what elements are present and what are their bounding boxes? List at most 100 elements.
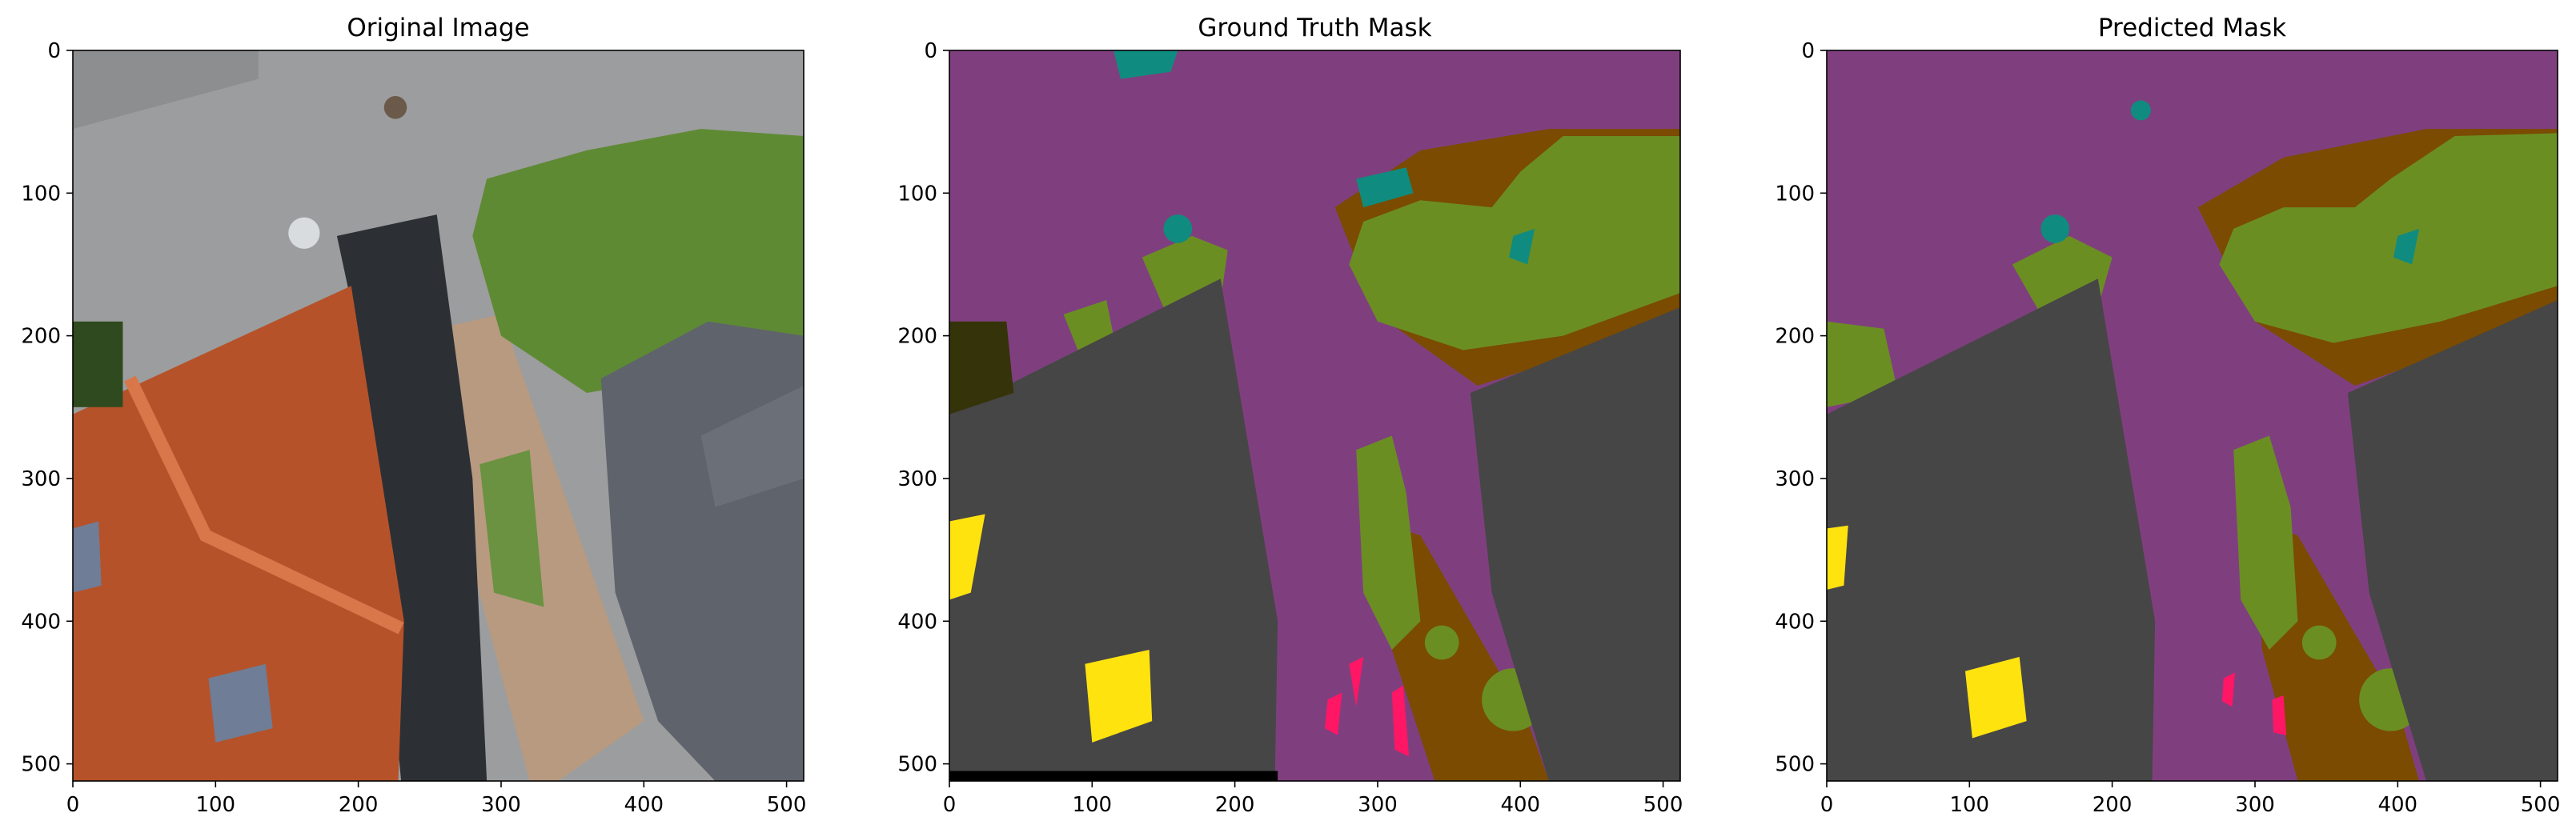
x-tick-label: 100 [1949,793,1989,817]
class-roof-left [949,278,1278,781]
x-tick-label: 200 [1215,793,1255,817]
manhole [383,96,407,119]
y-tick-label: 300 [21,467,61,491]
y-tick: 0 [1801,39,1827,63]
class-dark-olive [949,321,1014,414]
y-tick: 200 [1775,325,1827,349]
y-tick-label: 100 [1775,182,1815,206]
y-tick: 200 [897,325,949,349]
x-tick: 200 [2092,781,2132,817]
y-tick: 500 [21,753,73,777]
y-axis: 0 100 200 300 400 500 [1775,39,1827,777]
x-tick-label: 100 [1072,793,1112,817]
class-vegetation-small [1063,300,1114,350]
x-tick-label: 400 [624,793,664,817]
class-pink [2221,672,2235,707]
axes-frame [72,50,804,782]
garden-shrubs-2 [479,450,544,607]
class-teal [1113,50,1178,79]
y-tick-label: 300 [1775,467,1815,491]
x-tick-label: 500 [2521,793,2561,817]
y-tick-label: 500 [1775,753,1815,777]
y-tick-label: 400 [1775,610,1815,634]
x-tick-label: 500 [767,793,807,817]
class-roof-left [1827,278,2156,781]
y-tick-label: 0 [47,39,61,63]
x-tick: 0 [66,781,80,817]
class-teal [2393,228,2420,265]
x-tick-label: 300 [481,793,521,817]
panel-title: Predicted Mask [2098,14,2286,42]
class-pink [1324,692,1342,735]
x-tick-label: 200 [339,793,379,817]
x-axis: 0 100 200 300 400 500 [66,781,807,817]
x-tick-label: 0 [1820,793,1834,817]
y-tick-label: 400 [897,610,937,634]
class-yellow [1827,525,1848,591]
image-ground-truth-mask [949,50,1680,781]
x-tick-label: 0 [66,793,80,817]
y-tick: 500 [1775,753,1827,777]
class-yellow [1964,656,2027,739]
axes-frame [949,50,1681,782]
x-tick: 200 [339,781,379,817]
x-tick: 300 [1358,781,1398,817]
y-tick-label: 300 [897,467,937,491]
x-tick-label: 0 [943,793,957,817]
x-tick: 400 [624,781,664,817]
y-tick: 100 [897,182,949,206]
x-tick: 400 [1500,781,1540,817]
axes-frame [1826,50,2558,782]
orange-roof [73,286,404,781]
y-tick: 300 [897,467,949,491]
y-tick-label: 400 [21,610,61,634]
panel-original-image: Original Image 0 10 [21,14,806,817]
x-tick: 400 [2377,781,2418,817]
house-shadow [336,214,488,781]
class-teal-dot [1163,214,1193,243]
x-axis: 0 100 200 300 400 500 [943,781,1683,817]
class-teal [1509,228,1535,265]
class-vegetation-garden [2219,133,2558,343]
x-tick: 200 [1215,781,1255,817]
x-tick: 0 [1820,781,1834,817]
x-tick-label: 300 [2235,793,2275,817]
y-tick-label: 200 [21,325,61,349]
y-tick: 0 [924,39,949,63]
class-teal-dot [2040,214,2070,243]
panel-predicted-mask: Predicted Mask [1775,14,2560,817]
x-tick-label: 400 [1500,793,1540,817]
class-roof-right [2347,300,2558,781]
y-axis: 0 100 200 300 400 500 [21,39,73,777]
x-tick-label: 500 [1643,793,1683,817]
x-tick: 300 [2235,781,2275,817]
x-tick-label: 300 [1358,793,1398,817]
y-tick: 200 [21,325,73,349]
y-tick: 400 [897,610,949,634]
x-tick-label: 400 [2377,793,2418,817]
class-pink [1349,656,1364,707]
y-tick: 100 [1775,182,1827,206]
class-yellow [949,514,985,600]
class-vegetation-column [2233,435,2298,650]
class-vegetation-blob [2301,625,2337,660]
y-tick-label: 200 [1775,325,1815,349]
x-tick: 500 [767,781,807,817]
roof-window-2 [73,521,102,593]
class-roof-right [1470,306,1680,781]
y-tick-label: 100 [21,182,61,206]
y-tick: 100 [21,182,73,206]
sidewalk-strip [73,50,259,130]
y-tick: 300 [1775,467,1827,491]
y-axis: 0 100 200 300 400 500 [897,39,949,777]
roof-window [208,663,273,743]
x-tick: 100 [1949,781,1989,817]
class-yellow [1085,649,1153,743]
satellite-dish [288,217,320,249]
image-original [73,50,804,781]
panel-ground-truth-mask: Ground Truth Mask [897,14,1683,817]
x-tick: 300 [481,781,521,817]
class-vegetation-small [1827,321,1899,407]
y-tick-label: 0 [924,39,937,63]
